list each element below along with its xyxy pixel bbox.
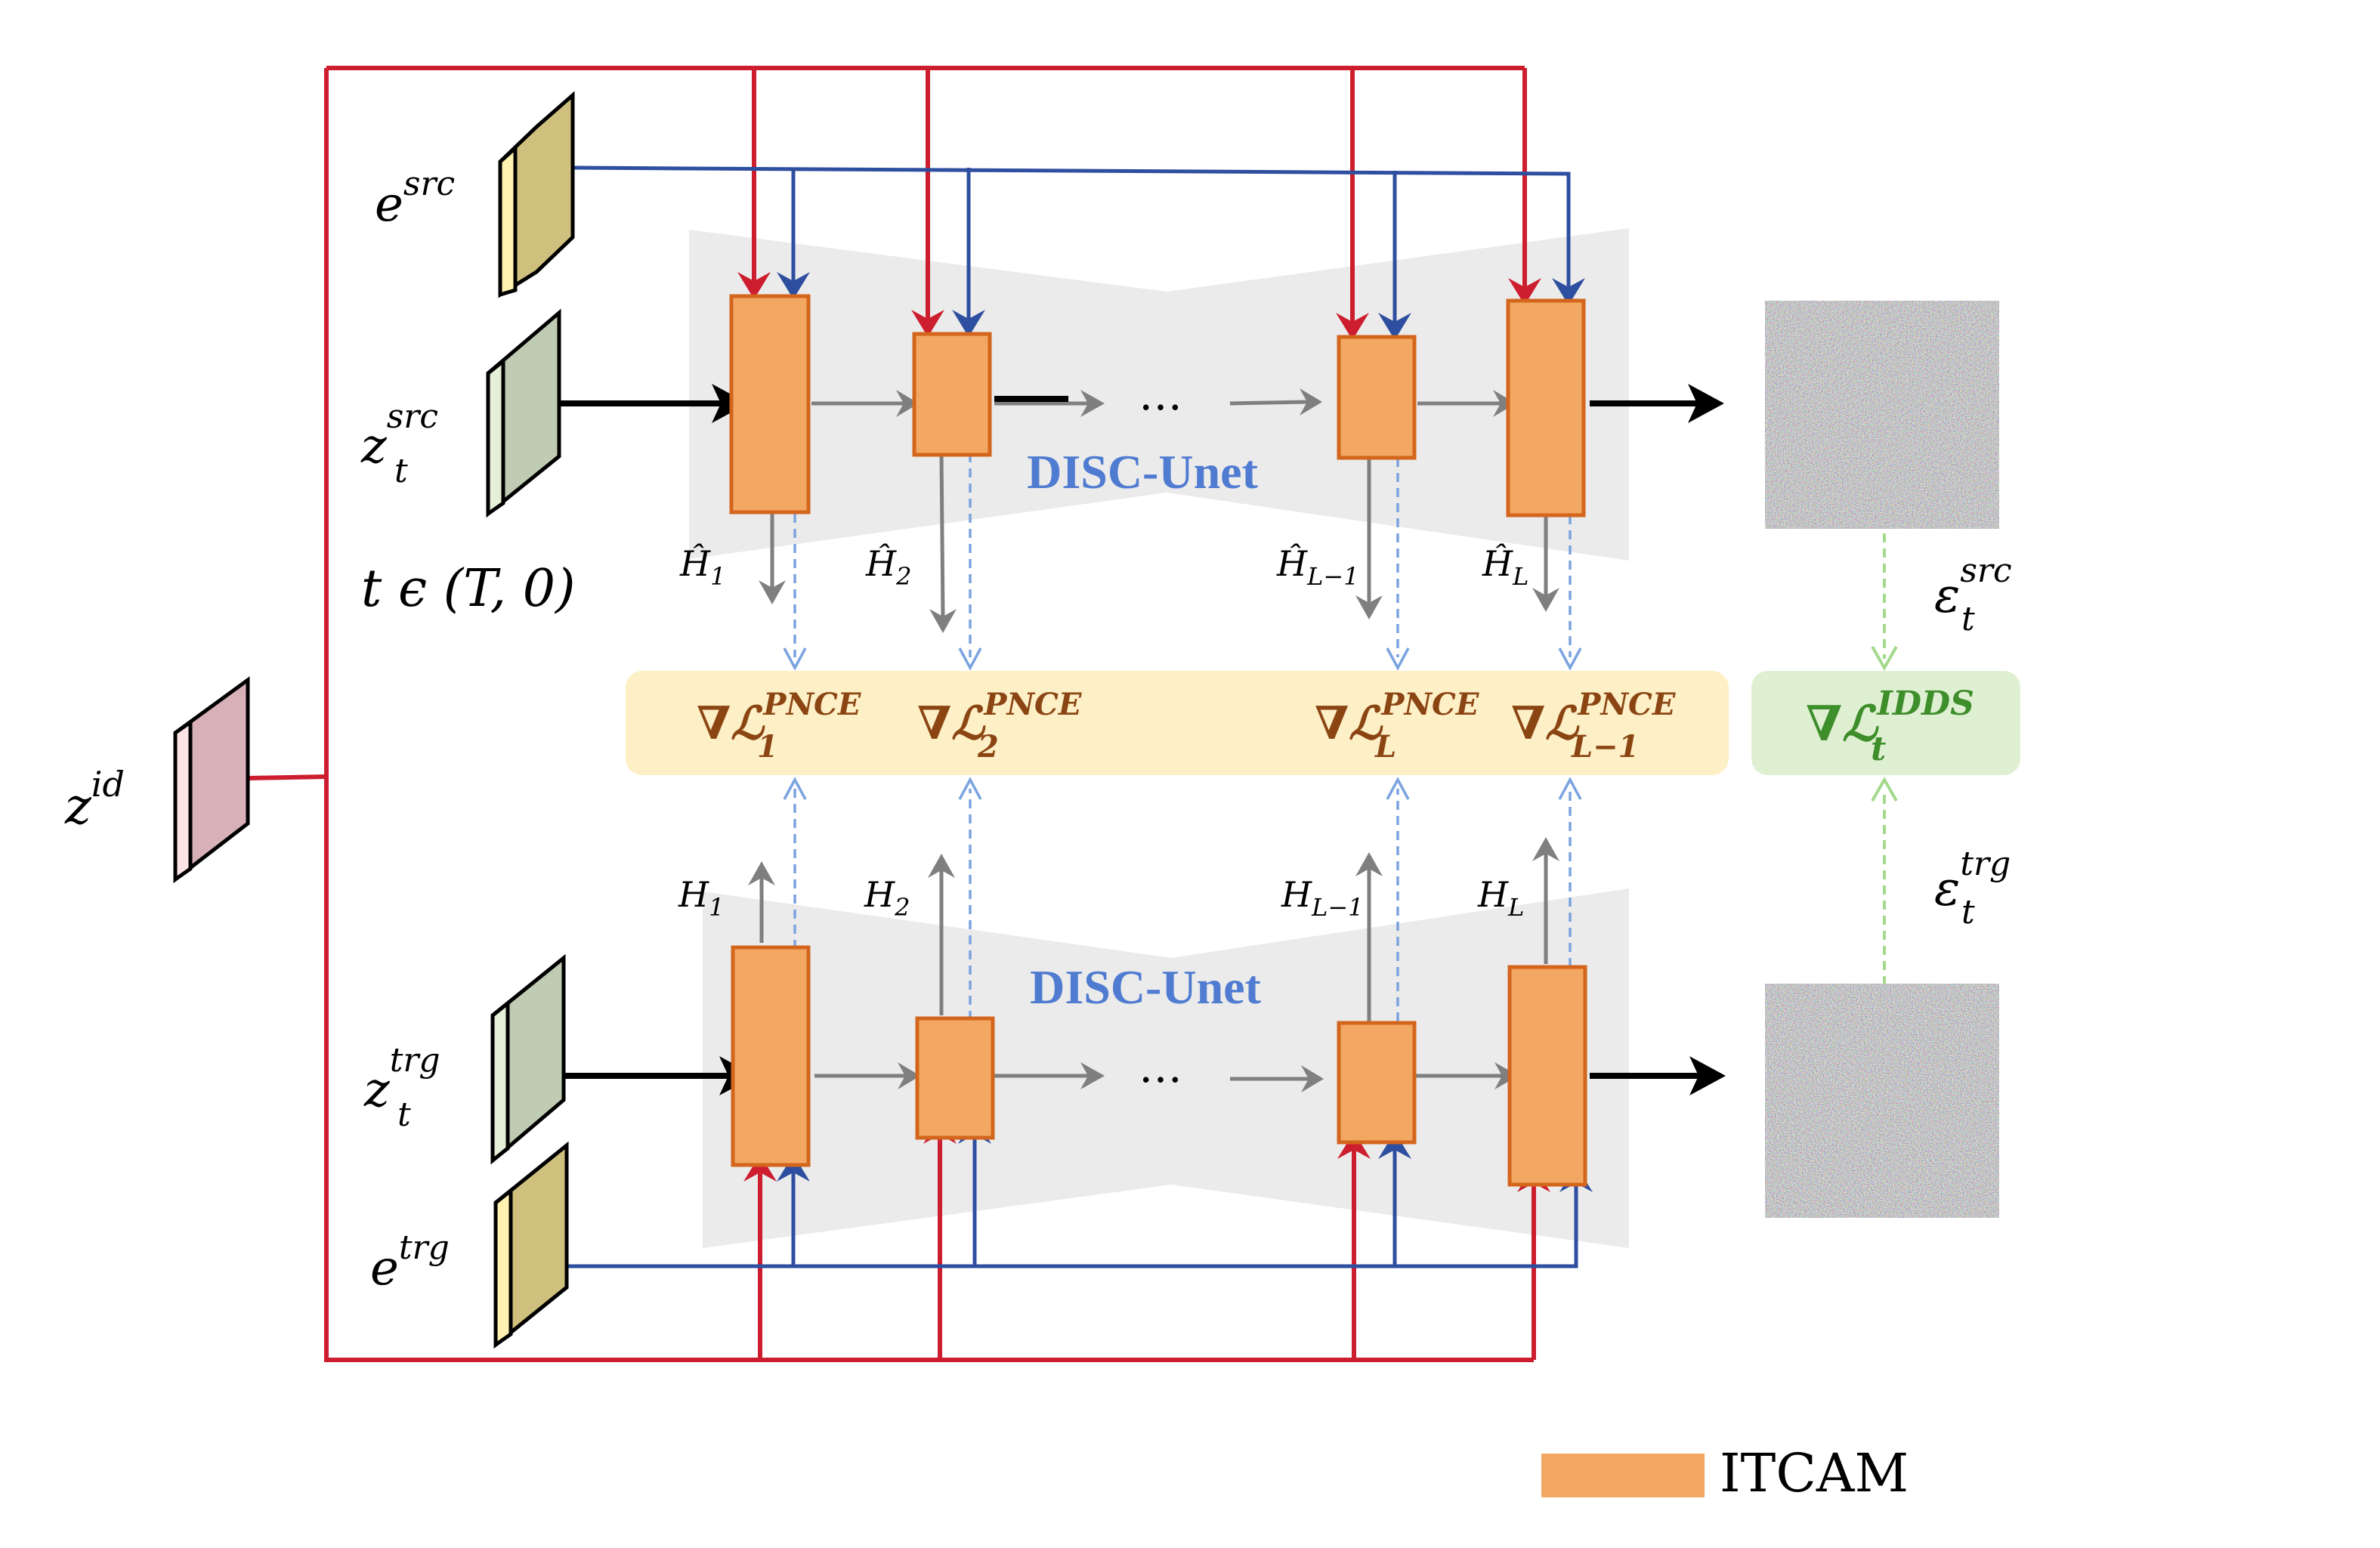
pnce-dashed-links — [793, 453, 1572, 1021]
feature-trg-l-1: HL−1 — [1281, 874, 1364, 922]
feature-src-l: ĤL — [1482, 542, 1528, 591]
unet-trg-ellipsis: … — [1139, 1041, 1182, 1092]
e-trg-label: etrg — [370, 1228, 450, 1296]
idds-dashed-arrowheads — [1871, 646, 1898, 802]
e-trg-slab — [493, 1141, 569, 1349]
feature-src-l-1: ĤL−1 — [1276, 542, 1359, 591]
legend-swatch — [1541, 1454, 1705, 1497]
feature-src-2: Ĥ2 — [865, 542, 911, 591]
noise-trg-label: εtrg t — [1934, 845, 2011, 932]
identity-condition-lines — [247, 66, 1536, 1362]
itcam-block-src-l-1 — [1337, 335, 1417, 460]
pnce-dashed-arrowheads — [783, 647, 1582, 800]
z-trg-slab — [490, 953, 566, 1165]
idds-loss-panel — [1751, 671, 2020, 775]
itcam-block-src-2 — [912, 332, 992, 457]
pnce-loss-2: ∇ℒPNCE 2 — [917, 687, 1082, 765]
feature-trg-1: H1 — [678, 874, 724, 922]
main-flow-arrows — [559, 396, 1700, 1079]
itcam-block-trg-l-1 — [1337, 1021, 1417, 1145]
itcam-block-trg-1 — [731, 945, 811, 1167]
z-src-label: zsrc t — [360, 397, 438, 490]
unet-src-ellipsis: … — [1139, 369, 1182, 420]
z-src-slab — [486, 308, 561, 518]
z-id-slab — [173, 676, 250, 884]
noise-image-trg — [1765, 984, 1999, 1218]
itcam-block-trg-l — [1507, 965, 1587, 1187]
idds-loss: ∇ℒIDDS t — [1806, 684, 1974, 768]
noise-src-label: εsrc t — [1934, 552, 2012, 638]
itcam-block-trg-2 — [915, 1016, 995, 1140]
itcam-block-src-1 — [729, 294, 811, 514]
pnce-loss-1: ∇ℒPNCE 1 — [697, 687, 861, 765]
itcam-blocks-trg — [731, 945, 1587, 1187]
pnce-loss-l: ∇ℒPNCE L — [1315, 687, 1479, 765]
text-embedding-lines — [568, 165, 1578, 1268]
unet-src-label: DISC-Unet — [1027, 445, 1258, 499]
e-src-slab — [498, 91, 575, 298]
pnce-loss-panel — [626, 671, 1729, 775]
z-id-label: zid — [64, 764, 125, 836]
unet-trg-label: DISC-Unet — [1030, 960, 1261, 1014]
legend-label: ITCAM — [1720, 1442, 1909, 1504]
e-src-label: esrc — [375, 165, 455, 233]
feature-trg-2: H2 — [864, 874, 910, 922]
gray-arrowheads — [748, 388, 1559, 1092]
itcam-block-src-l — [1506, 298, 1586, 518]
noise-image-src — [1765, 301, 1999, 529]
pnce-loss-l-1: ∇ℒPNCE L−1 — [1511, 687, 1676, 765]
itcam-blocks-src — [729, 294, 1586, 518]
src-feature-flow — [759, 400, 1548, 1081]
unet-trg-background — [703, 888, 1629, 1248]
feature-trg-l: HL — [1477, 874, 1524, 922]
feature-src-1: Ĥ1 — [679, 542, 725, 591]
z-trg-label: ztrg t — [363, 1041, 440, 1134]
timestep-label: t ϵ (T, 0) — [361, 559, 576, 619]
